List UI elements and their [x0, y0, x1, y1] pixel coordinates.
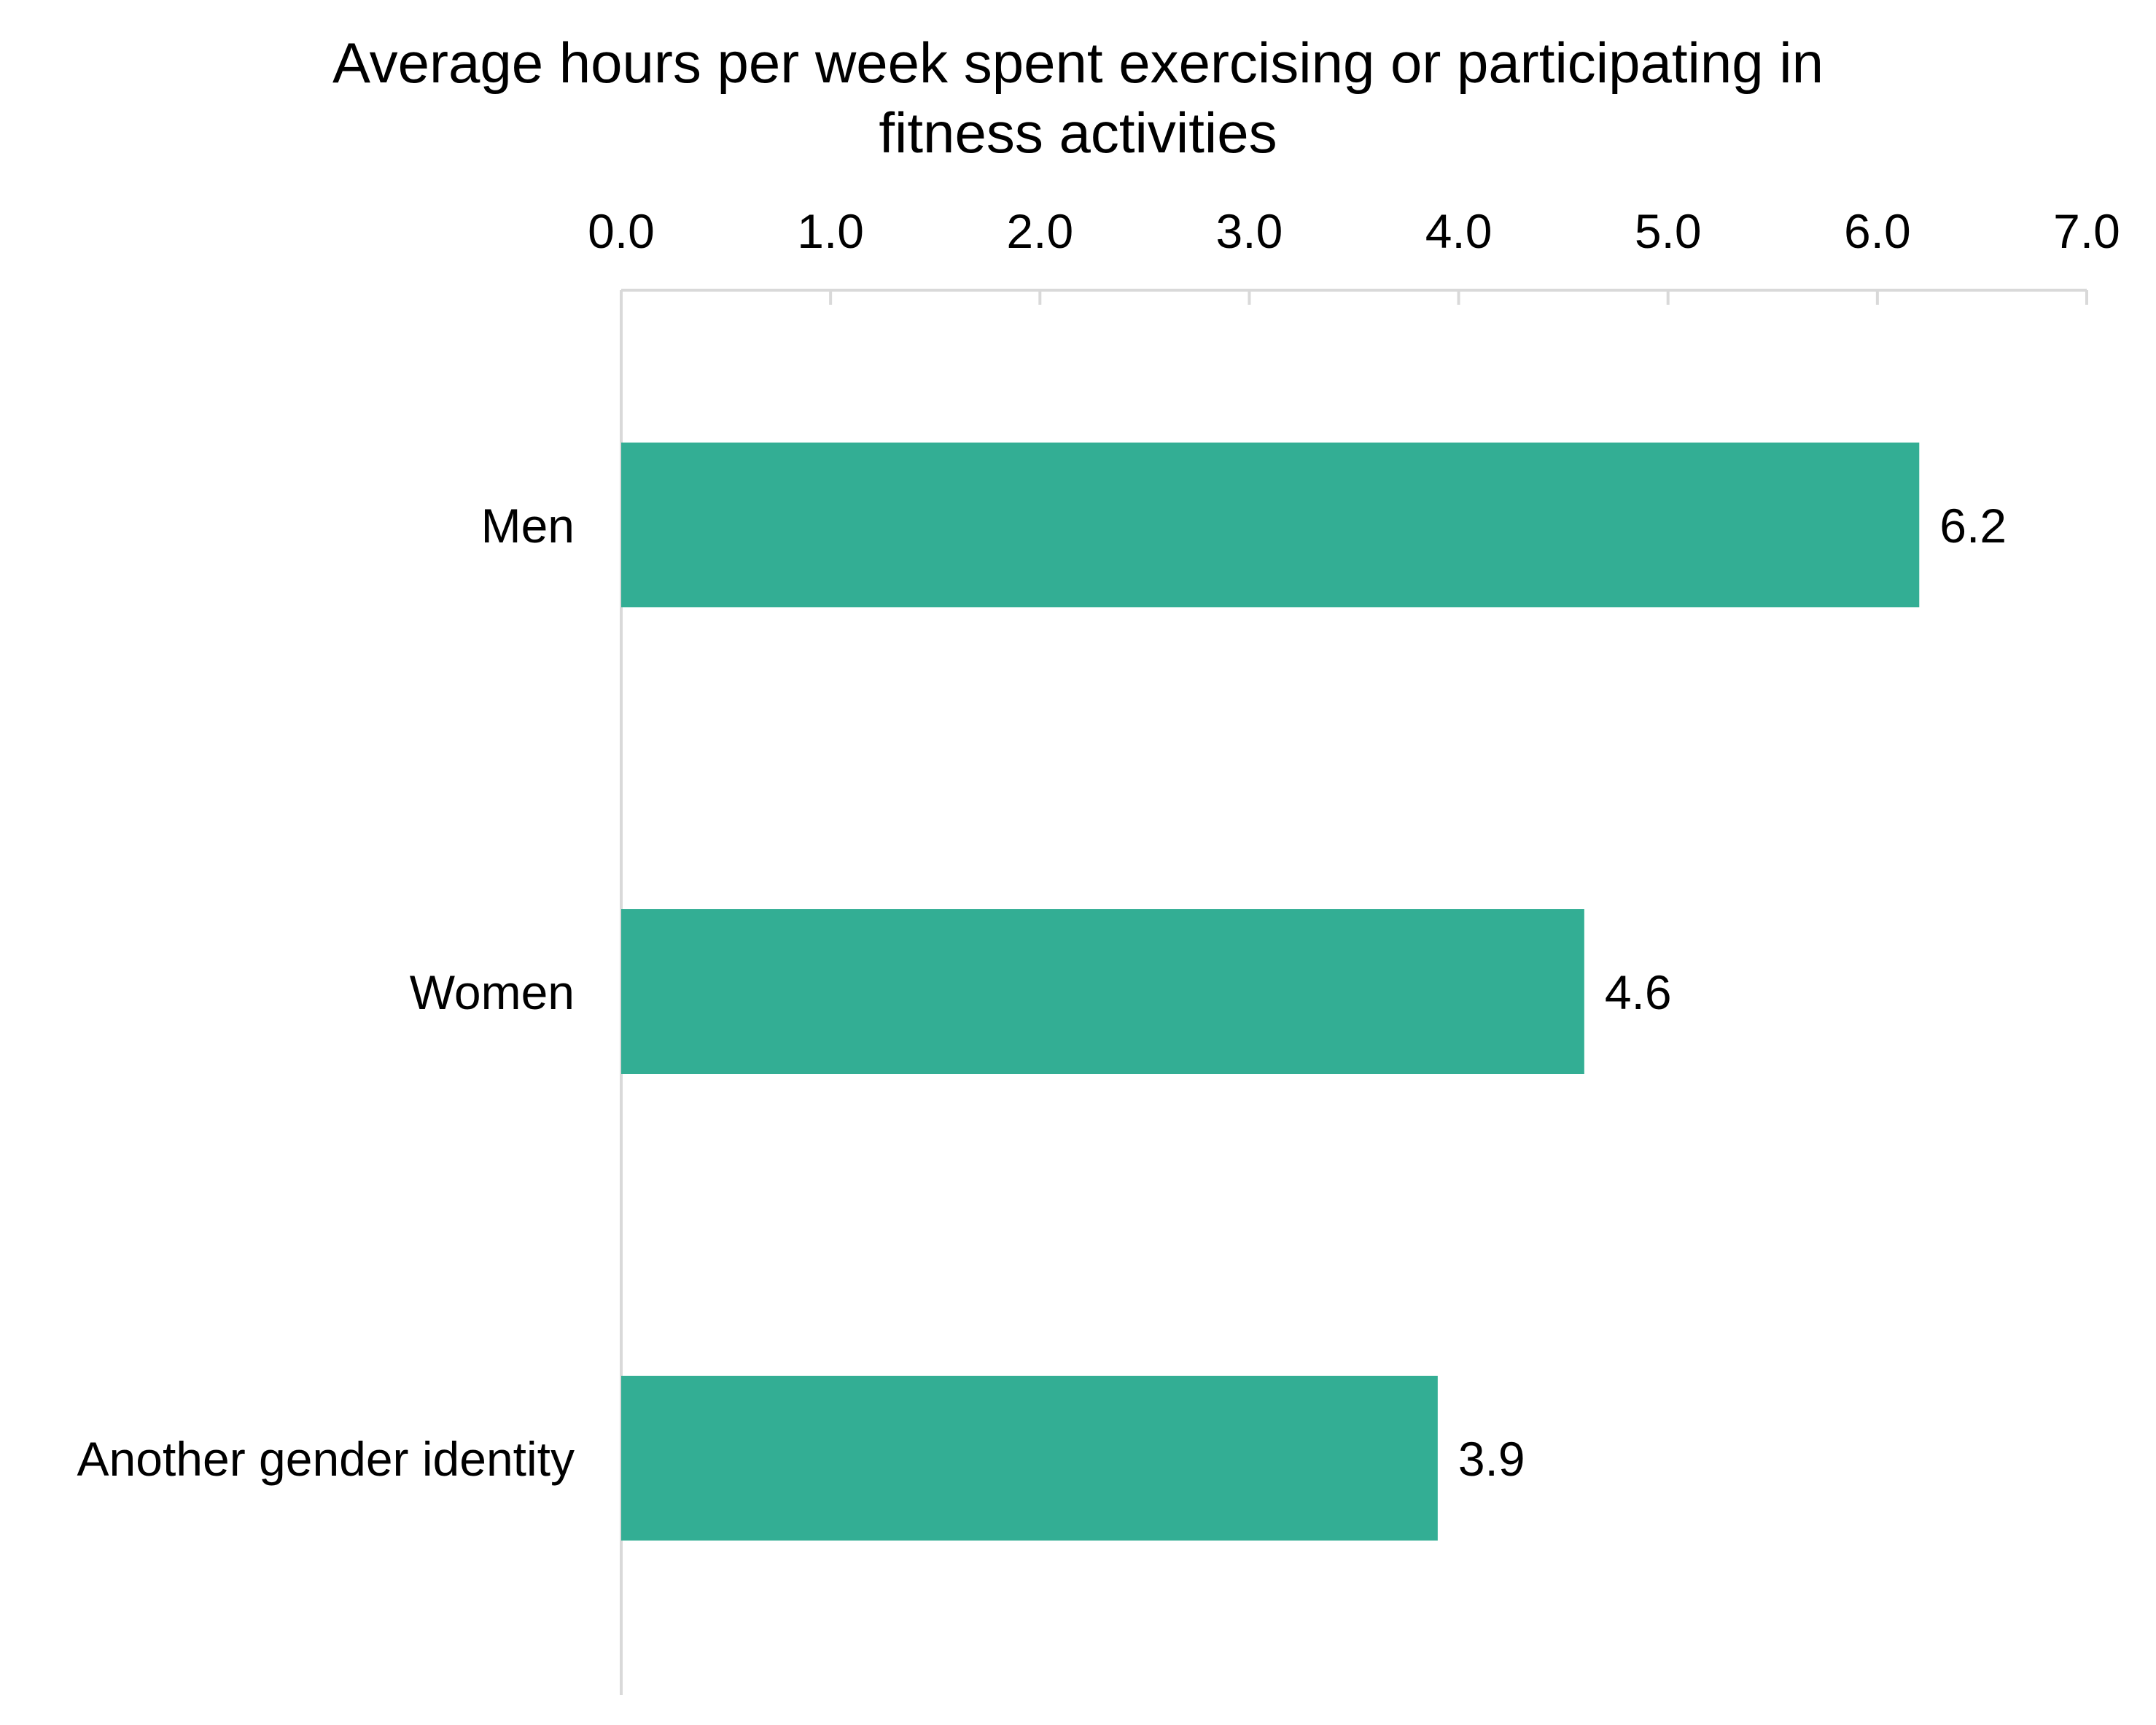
x-tick-label: 2.0 — [1006, 204, 1073, 258]
data-label: 4.6 — [1605, 965, 1672, 1019]
data-label: 3.9 — [1458, 1432, 1525, 1486]
category-label: Men — [481, 499, 575, 553]
labels-layer: Men 6.2 Women 4.6 Another gender identity 3.9 — [77, 499, 2007, 1486]
chart-title: Average hours per week spent exercising … — [332, 31, 1824, 165]
bar — [621, 443, 1920, 607]
x-tick-label: 6.0 — [1844, 204, 1911, 258]
bar — [621, 1376, 1438, 1541]
bar — [621, 909, 1584, 1074]
x-tick-label: 4.0 — [1425, 204, 1493, 258]
x-tick-label: 7.0 — [2053, 204, 2120, 258]
x-tick-label: 1.0 — [797, 204, 864, 258]
x-tick-label: 3.0 — [1216, 204, 1283, 258]
category-label: Another gender identity — [77, 1432, 575, 1486]
bars-layer — [621, 443, 1920, 1541]
x-tick-label: 5.0 — [1635, 204, 1702, 258]
x-tick-label: 0.0 — [588, 204, 655, 258]
data-label: 6.2 — [1939, 499, 2007, 553]
category-label: Women — [410, 965, 575, 1019]
